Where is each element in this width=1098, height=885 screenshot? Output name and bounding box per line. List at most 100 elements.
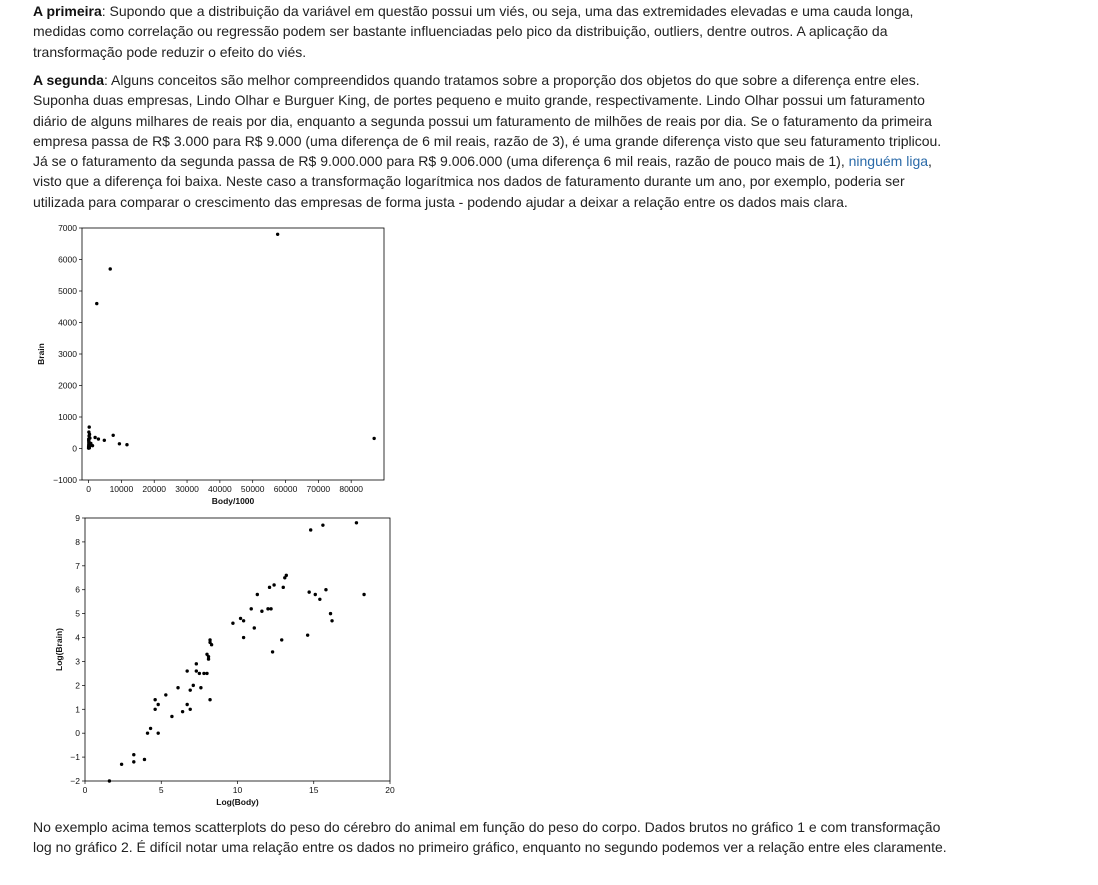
chart-2-frame bbox=[84, 517, 391, 782]
chart-2-point bbox=[148, 726, 153, 731]
chart-2-point bbox=[164, 693, 168, 697]
chart-2-y-tick-label: 3 bbox=[75, 656, 80, 666]
chart-1-point bbox=[102, 438, 107, 443]
scatterplot-raw: 0 10000 20000 30000 40000 50000 60000 70000 8000… bbox=[36, 223, 385, 506]
chart-2-y-tick-label: 8 bbox=[75, 537, 80, 547]
chart-1-x-tick-label: 20000 bbox=[142, 484, 166, 494]
chart-2-point bbox=[305, 633, 310, 637]
chart-2-y-tick-label: 7 bbox=[75, 561, 80, 571]
chart-2-point bbox=[321, 523, 325, 527]
chart-2-point bbox=[241, 619, 246, 623]
chart-2-point bbox=[206, 657, 211, 661]
chart-2-point bbox=[132, 760, 136, 764]
chart-2-point bbox=[309, 528, 313, 532]
chart-2-point bbox=[249, 607, 253, 611]
chart-2-y-tick-label: 6 bbox=[75, 585, 80, 595]
chart-2-x-tick-label: 20 bbox=[385, 785, 395, 795]
chart-1-point bbox=[275, 232, 280, 236]
chart-2-point bbox=[281, 585, 285, 590]
chart-2-point bbox=[255, 592, 260, 597]
chart-1-y-tick-label: 1000 bbox=[58, 412, 77, 422]
chart-1-x-tick-label: 50000 bbox=[241, 484, 265, 494]
chart-1-y-tick-label: 5000 bbox=[58, 286, 77, 296]
chart-2-point bbox=[194, 662, 199, 666]
chart-2-point bbox=[318, 597, 322, 601]
scatterplot-log: 0 5 10 15 20 −2 −1 0 1 2 3 4 5 6 7 8 9 Log(Body) Log(Brain… bbox=[54, 513, 395, 807]
chart-2-point bbox=[202, 671, 206, 676]
chart-2-x-tick-label: 0 bbox=[83, 785, 88, 795]
paragraph-primeira-heading: A primeira bbox=[33, 3, 102, 19]
chart-2-point bbox=[176, 686, 180, 690]
chart-2-point bbox=[270, 650, 275, 654]
chart-2-point bbox=[280, 638, 284, 642]
chart-1-x-axis-label: Body/1000 bbox=[212, 496, 255, 506]
chart-1-x-tick-label: 80000 bbox=[339, 484, 363, 494]
chart-2-point bbox=[180, 709, 185, 714]
chart-2-point bbox=[205, 671, 209, 676]
chart-2-point bbox=[188, 707, 192, 711]
paragraph-primeira-text: : Supondo que a distribuição da variável… bbox=[33, 3, 914, 60]
chart-1-point bbox=[93, 435, 97, 440]
chart-1-point bbox=[96, 437, 101, 441]
chart-2-x-axis-label: Log(Body) bbox=[216, 797, 259, 807]
chart-2-point bbox=[199, 686, 203, 690]
paragraph-segunda-text-a: : Alguns conceitos são melhor compreendi… bbox=[33, 72, 942, 170]
chart-2-x-tick-label: 15 bbox=[309, 785, 319, 795]
chart-2-point bbox=[328, 611, 333, 616]
chart-1-y-tick-label: 4000 bbox=[58, 318, 77, 328]
chart-1-point bbox=[95, 301, 99, 306]
chart-2-point bbox=[266, 607, 270, 611]
chart-2-point bbox=[142, 757, 147, 762]
chart-2-point bbox=[188, 688, 192, 692]
chart-2-point bbox=[153, 698, 157, 702]
chart-1-y-tick-label: −1000 bbox=[53, 475, 77, 485]
chart-2-point bbox=[197, 671, 202, 676]
chart-2-point bbox=[267, 585, 272, 590]
chart-2-point bbox=[252, 626, 256, 630]
chart-2-point bbox=[208, 698, 212, 702]
chart-1-y-tick-label: 3000 bbox=[58, 349, 77, 359]
chart-2-point bbox=[208, 638, 212, 642]
chart-1-y-tick-label: 6000 bbox=[58, 255, 77, 265]
chart-2-point bbox=[156, 702, 160, 707]
chart-1-x-tick-label: 40000 bbox=[208, 484, 232, 494]
chart-2-point bbox=[260, 609, 264, 613]
chart-1-y-tick-label: 0 bbox=[72, 444, 77, 454]
chart-2-y-tick-label: 9 bbox=[75, 513, 80, 523]
chart-2-y-tick-label: 4 bbox=[75, 633, 80, 643]
chart-1-point bbox=[372, 436, 376, 441]
paragraph-segunda-text-b: , visto que a diferença foi baixa. Neste… bbox=[33, 153, 932, 210]
paragraph-conclusion: No exemplo acima temos scatterplots do p… bbox=[33, 819, 947, 856]
chart-2-y-tick-label: −1 bbox=[70, 752, 80, 762]
chart-1-point bbox=[87, 425, 91, 429]
chart-2-y-tick-label: −2 bbox=[70, 776, 80, 786]
chart-2-point bbox=[206, 654, 211, 659]
paragraph-segunda: A segunda: Alguns conceitos são melhor c… bbox=[33, 70, 953, 212]
chart-1-point bbox=[117, 442, 122, 446]
chart-2-point bbox=[156, 731, 160, 735]
chart-2-point bbox=[324, 588, 328, 592]
chart-2-point bbox=[231, 621, 235, 625]
chart-1-point bbox=[111, 433, 115, 437]
chart-2-point bbox=[238, 616, 243, 621]
chart-2-point bbox=[330, 619, 334, 623]
chart-2-point bbox=[185, 669, 189, 673]
chart-2-point bbox=[145, 731, 150, 735]
chart-2-plot: 0 5 10 15 20 −2 −1 0 1 2 3 4 5 6 7 8 9 Log(Body) Log(Brain… bbox=[54, 513, 395, 807]
chart-2-point bbox=[153, 707, 157, 711]
chart-1-point bbox=[87, 444, 91, 448]
chart-2-point bbox=[209, 643, 214, 647]
chart-2-y-tick-label: 2 bbox=[75, 680, 80, 690]
chart-2-point bbox=[119, 762, 124, 766]
chart-2-point bbox=[354, 521, 359, 525]
ninguem-liga-link[interactable]: ninguém liga bbox=[848, 153, 929, 170]
chart-2-y-tick-label: 5 bbox=[75, 609, 80, 619]
chart-1-point bbox=[90, 443, 95, 448]
chart-2-point bbox=[284, 573, 288, 578]
chart-2-point bbox=[185, 702, 189, 707]
chart-2-point bbox=[269, 607, 273, 611]
chart-2-point bbox=[191, 683, 195, 688]
chart-1-y-tick-label: 2000 bbox=[58, 381, 77, 391]
chart-2-x-tick-label: 5 bbox=[159, 785, 164, 795]
chart-2-y-tick-label: 0 bbox=[75, 728, 80, 738]
